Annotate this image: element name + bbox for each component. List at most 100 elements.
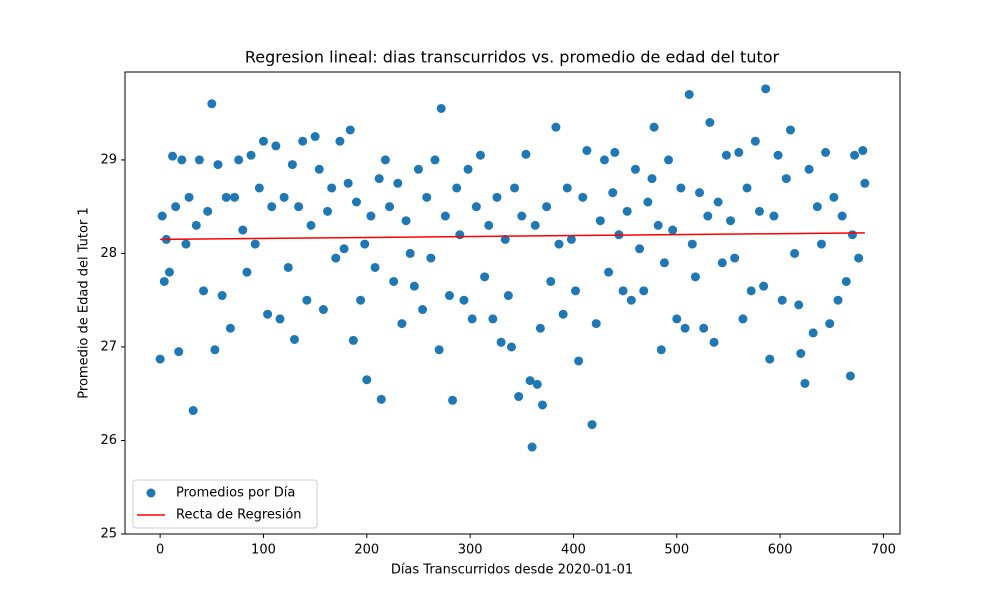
- data-point: [440, 211, 450, 221]
- data-point: [656, 345, 666, 355]
- plot-frame: [124, 71, 901, 535]
- data-point: [335, 136, 345, 146]
- data-point: [800, 378, 810, 388]
- data-point: [275, 314, 285, 324]
- data-point: [225, 323, 235, 333]
- data-point: [339, 244, 349, 254]
- y-tick-label: 27: [100, 339, 117, 354]
- data-point: [271, 141, 281, 151]
- data-point: [653, 220, 663, 230]
- data-point: [188, 406, 198, 416]
- x-tick-label: 500: [664, 543, 689, 558]
- data-point: [595, 216, 605, 226]
- data-point: [283, 262, 293, 272]
- data-point: [174, 347, 184, 357]
- data-point: [380, 155, 390, 165]
- data-point: [230, 192, 240, 202]
- data-point: [542, 202, 552, 212]
- data-point: [709, 337, 719, 347]
- data-point: [687, 239, 697, 249]
- x-tick-label: 700: [871, 543, 896, 558]
- x-tick-label: 100: [251, 543, 276, 558]
- data-point: [327, 183, 337, 193]
- data-point: [794, 300, 804, 310]
- data-point: [467, 314, 477, 324]
- data-point: [401, 216, 411, 226]
- data-point: [168, 151, 178, 161]
- data-point: [370, 262, 380, 272]
- data-point: [213, 160, 223, 170]
- data-point: [430, 155, 440, 165]
- data-point: [761, 84, 771, 94]
- data-point: [558, 309, 568, 319]
- data-point: [537, 400, 547, 410]
- data-point: [721, 150, 731, 160]
- data-point: [610, 147, 620, 157]
- data-point: [155, 354, 165, 364]
- legend-label: Promedios por Día: [176, 486, 295, 501]
- data-point: [517, 211, 527, 221]
- data-point: [845, 371, 855, 381]
- data-point: [203, 206, 213, 216]
- data-point: [323, 206, 333, 216]
- data-point: [684, 89, 694, 99]
- data-point: [302, 295, 312, 305]
- data-point: [825, 319, 835, 329]
- data-point: [348, 335, 358, 345]
- data-point: [690, 272, 700, 282]
- data-point: [812, 202, 822, 212]
- data-point: [436, 103, 446, 113]
- data-point: [860, 178, 870, 188]
- data-point: [393, 178, 403, 188]
- data-point: [242, 267, 252, 277]
- data-point: [850, 150, 860, 160]
- data-point: [480, 272, 490, 282]
- legend-marker: [146, 488, 156, 498]
- data-point: [234, 155, 244, 165]
- x-tick-label: 300: [458, 543, 483, 558]
- data-point: [551, 122, 561, 132]
- data-point: [535, 323, 545, 333]
- data-point: [289, 334, 299, 344]
- data-point: [664, 155, 674, 165]
- data-point: [759, 281, 769, 291]
- data-point: [649, 122, 659, 132]
- data-point: [750, 136, 760, 146]
- data-point: [413, 164, 423, 174]
- data-point: [668, 225, 678, 235]
- data-point: [773, 150, 783, 160]
- data-point: [217, 291, 227, 301]
- data-point: [374, 174, 384, 184]
- data-point: [659, 258, 669, 268]
- data-point: [546, 276, 556, 286]
- data-point: [191, 220, 201, 230]
- data-point: [199, 286, 209, 296]
- data-point: [177, 155, 187, 165]
- data-point: [837, 211, 847, 221]
- data-point: [587, 420, 597, 430]
- data-point: [591, 319, 601, 329]
- data-point: [680, 323, 690, 333]
- data-point: [858, 146, 868, 156]
- data-point: [742, 183, 752, 193]
- data-point: [821, 147, 831, 157]
- x-tick-label: 200: [354, 543, 379, 558]
- data-point: [754, 206, 764, 216]
- data-point: [238, 225, 248, 235]
- data-point: [157, 211, 167, 221]
- data-point: [181, 239, 191, 249]
- data-point: [184, 192, 194, 202]
- data-point: [705, 118, 715, 128]
- data-point: [717, 258, 727, 268]
- legend-label: Recta de Regresión: [176, 508, 302, 523]
- data-point: [676, 183, 686, 193]
- data-point: [459, 295, 469, 305]
- data-point: [746, 286, 756, 296]
- y-tick-label: 28: [100, 246, 117, 261]
- data-point: [409, 281, 419, 291]
- y-tick-label: 25: [100, 527, 117, 542]
- data-point: [626, 295, 636, 305]
- data-point: [622, 206, 632, 216]
- data-point: [279, 192, 289, 202]
- data-point: [455, 230, 465, 240]
